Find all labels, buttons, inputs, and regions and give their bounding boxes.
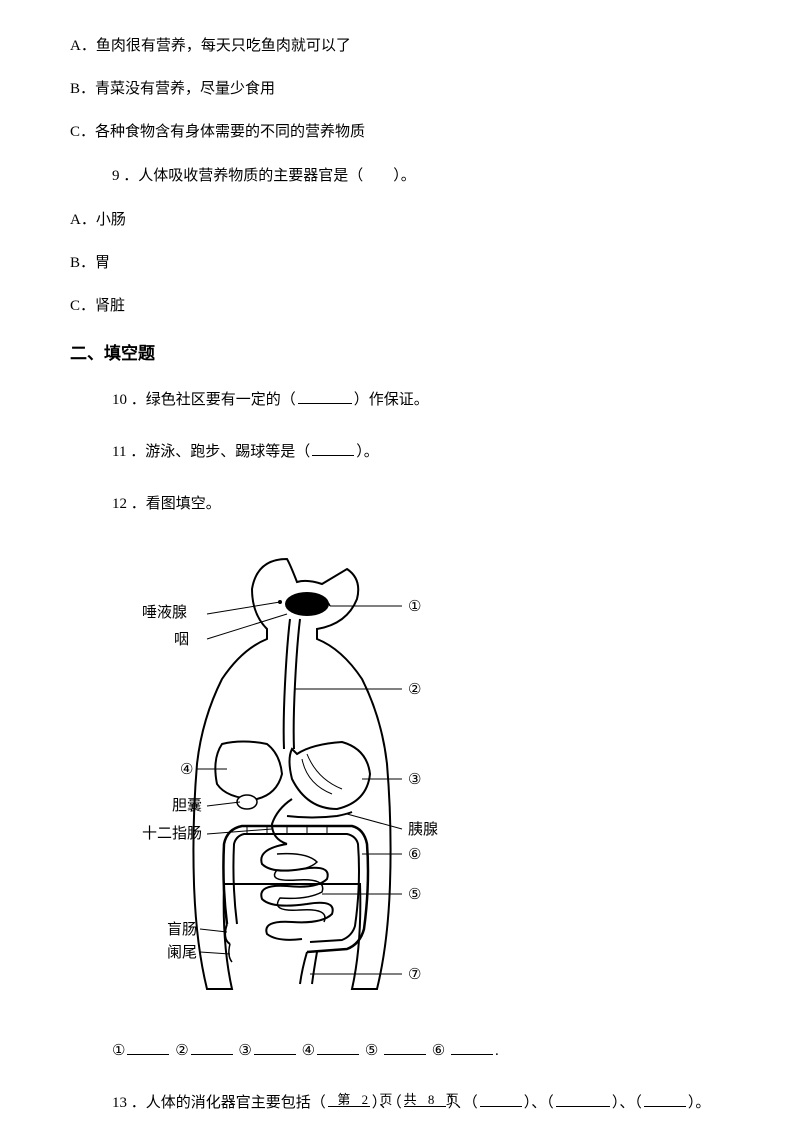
label-n7: ⑦ (408, 967, 421, 983)
label-n1: ① (408, 599, 421, 615)
question-9: 9 ．人体吸收营养物质的主要器官是（ ）。 (112, 165, 730, 188)
question-10: 10 ．绿色社区要有一定的（ ）作保证。 (112, 388, 730, 412)
q11-suffix: ）。 (356, 444, 379, 460)
label-n6: ⑥ (408, 847, 421, 863)
label-pancreas: 胰腺 (408, 821, 438, 838)
label-gallbladder: 胆囊 (172, 797, 202, 814)
label-n3: ③ (408, 772, 421, 788)
q10-suffix: ）作保证。 (354, 392, 429, 408)
ans-n5: ⑤ (365, 1043, 378, 1059)
q11-blank[interactable] (312, 440, 354, 456)
label-salivary: 唾液腺 (142, 604, 187, 621)
digestive-diagram: 唾液腺 咽 胆囊 十二指肠 盲肠 阑尾 ④ ① ② ③ 胰腺 ⑥ ⑤ ⑦ (112, 544, 730, 1009)
option-b: B．青菜没有营养，尽量少食用 (70, 79, 730, 100)
question-12: 12 ．看图填空。 (112, 492, 730, 516)
blank-4[interactable] (317, 1039, 359, 1055)
blank-2[interactable] (191, 1039, 233, 1055)
label-duodenum: 十二指肠 (142, 825, 202, 842)
ans-n3: ③ (238, 1043, 251, 1059)
ans-period: . (495, 1043, 499, 1059)
ans-n1: ① (112, 1043, 125, 1059)
digestive-svg: 唾液腺 咽 胆囊 十二指肠 盲肠 阑尾 ④ ① ② ③ 胰腺 ⑥ ⑤ ⑦ (112, 544, 472, 1004)
blank-6[interactable] (451, 1039, 493, 1055)
option-a: A．鱼肉很有营养，每天只吃鱼肉就可以了 (70, 36, 730, 57)
blank-5[interactable] (384, 1039, 426, 1055)
ans-n4: ④ (302, 1043, 315, 1059)
ans-n6: ⑥ (432, 1043, 445, 1059)
section-2-header: 二、填空题 (70, 339, 730, 364)
q9-option-b: B．胃 (70, 253, 730, 274)
label-cecum: 盲肠 (167, 921, 197, 938)
ans-n2: ② (175, 1043, 188, 1059)
q10-blank[interactable] (298, 388, 352, 404)
label-pharynx: 咽 (174, 631, 189, 648)
question-11: 11 ．游泳、跑步、踢球等是（ ）。 (112, 440, 730, 464)
label-n5: ⑤ (408, 887, 421, 903)
label-n2: ② (408, 682, 421, 698)
q10-prefix: 10 ．绿色社区要有一定的（ (112, 392, 296, 408)
q11-prefix: 11 ．游泳、跑步、踢球等是（ (112, 444, 310, 460)
page-footer: 第 2 页 共 8 页 (0, 1089, 800, 1108)
blank-1[interactable] (127, 1039, 169, 1055)
blank-3[interactable] (254, 1039, 296, 1055)
option-c: C．各种食物含有身体需要的不同的营养物质 (70, 122, 730, 143)
q9-option-a: A．小肠 (70, 210, 730, 231)
label-n4: ④ (180, 762, 193, 778)
answer-blanks: ① ② ③ ④ ⑤ ⑥ . (112, 1039, 730, 1063)
label-appendix: 阑尾 (167, 944, 197, 961)
q9-option-c: C．肾脏 (70, 296, 730, 317)
